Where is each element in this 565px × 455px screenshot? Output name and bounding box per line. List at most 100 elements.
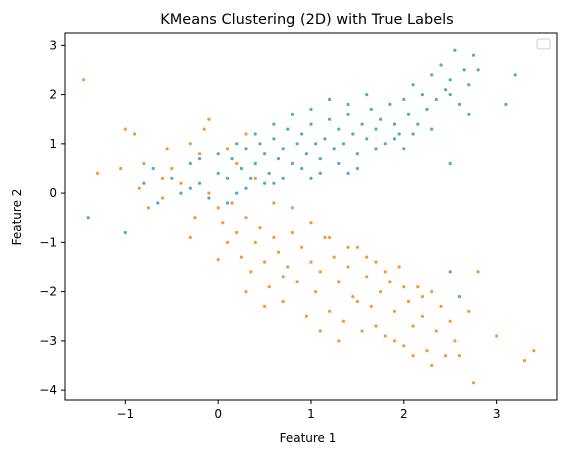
data-point bbox=[188, 142, 192, 146]
data-point bbox=[318, 171, 322, 175]
points-layer bbox=[82, 48, 536, 385]
data-point bbox=[170, 176, 174, 180]
data-point bbox=[119, 166, 123, 171]
data-point bbox=[392, 122, 397, 126]
data-point bbox=[281, 147, 285, 151]
data-point bbox=[411, 354, 415, 358]
y-tick-label: −4 bbox=[39, 383, 57, 397]
data-point bbox=[290, 206, 294, 210]
x-tick-label: 0 bbox=[214, 407, 222, 421]
data-point bbox=[420, 314, 424, 318]
data-point bbox=[235, 142, 239, 146]
data-point bbox=[123, 127, 127, 131]
data-point bbox=[374, 147, 378, 151]
data-point bbox=[267, 285, 271, 289]
data-point bbox=[318, 157, 322, 161]
data-point bbox=[207, 191, 211, 195]
data-point bbox=[425, 107, 429, 111]
data-point bbox=[374, 324, 378, 328]
data-point bbox=[341, 319, 346, 323]
data-point bbox=[430, 73, 434, 77]
data-point bbox=[281, 275, 285, 279]
data-point bbox=[332, 147, 336, 151]
data-point bbox=[188, 235, 192, 239]
data-point bbox=[369, 107, 373, 111]
data-point bbox=[444, 354, 448, 358]
data-point bbox=[179, 181, 183, 185]
data-point bbox=[304, 314, 308, 318]
y-tick-label: −2 bbox=[39, 285, 57, 299]
data-point bbox=[337, 161, 341, 166]
data-point bbox=[332, 255, 336, 259]
data-point bbox=[239, 255, 243, 259]
data-point bbox=[448, 319, 452, 323]
data-point bbox=[170, 166, 174, 171]
data-point bbox=[225, 240, 230, 244]
chart-title: KMeans Clustering (2D) with True Labels bbox=[160, 12, 453, 28]
data-point bbox=[193, 216, 197, 220]
data-point bbox=[402, 147, 406, 151]
data-point bbox=[235, 230, 239, 235]
data-point bbox=[439, 63, 443, 67]
data-point bbox=[198, 152, 202, 156]
data-point bbox=[318, 270, 322, 274]
data-point bbox=[513, 73, 517, 77]
data-point bbox=[263, 181, 267, 185]
data-point bbox=[244, 216, 248, 220]
data-point bbox=[86, 216, 90, 220]
data-point bbox=[420, 295, 424, 299]
data-point bbox=[365, 93, 369, 97]
data-point bbox=[235, 161, 239, 166]
data-point bbox=[151, 166, 155, 171]
data-point bbox=[411, 324, 415, 328]
data-point bbox=[133, 132, 137, 136]
data-point bbox=[253, 176, 257, 180]
y-axis-label: Feature 2 bbox=[10, 189, 24, 246]
data-point bbox=[202, 127, 206, 131]
data-point bbox=[476, 68, 480, 72]
data-point bbox=[137, 186, 141, 190]
data-point bbox=[309, 221, 313, 225]
data-point bbox=[272, 122, 276, 126]
data-point bbox=[95, 171, 100, 175]
data-point bbox=[290, 230, 294, 235]
data-point bbox=[309, 107, 313, 111]
data-point bbox=[142, 181, 146, 185]
data-point bbox=[383, 142, 387, 146]
data-point bbox=[286, 127, 290, 131]
data-point bbox=[411, 132, 415, 136]
data-point bbox=[439, 304, 443, 308]
data-point bbox=[365, 137, 369, 141]
data-point bbox=[244, 186, 248, 190]
data-point bbox=[239, 166, 243, 171]
data-point bbox=[323, 137, 327, 141]
data-point bbox=[504, 102, 508, 106]
data-point bbox=[179, 191, 183, 195]
data-point bbox=[337, 280, 341, 284]
data-point bbox=[272, 235, 276, 239]
data-point bbox=[360, 329, 364, 333]
data-point bbox=[272, 181, 276, 185]
data-point bbox=[430, 127, 434, 131]
data-point bbox=[425, 349, 429, 353]
data-point bbox=[328, 309, 332, 313]
legend-box bbox=[536, 38, 551, 50]
x-tick-label: 3 bbox=[493, 407, 501, 421]
data-point bbox=[258, 142, 262, 146]
data-point bbox=[244, 132, 248, 136]
data-point bbox=[430, 363, 434, 368]
data-point bbox=[295, 142, 299, 146]
data-point bbox=[444, 88, 448, 92]
data-point bbox=[434, 97, 438, 102]
data-point bbox=[374, 127, 378, 131]
data-point bbox=[165, 147, 169, 151]
data-point bbox=[82, 78, 86, 82]
data-point bbox=[388, 102, 392, 106]
data-point bbox=[328, 97, 332, 102]
data-point bbox=[207, 117, 211, 121]
data-point bbox=[198, 157, 202, 161]
data-point bbox=[328, 235, 332, 239]
data-point bbox=[160, 196, 165, 200]
x-axis-label: Feature 1 bbox=[280, 431, 337, 445]
